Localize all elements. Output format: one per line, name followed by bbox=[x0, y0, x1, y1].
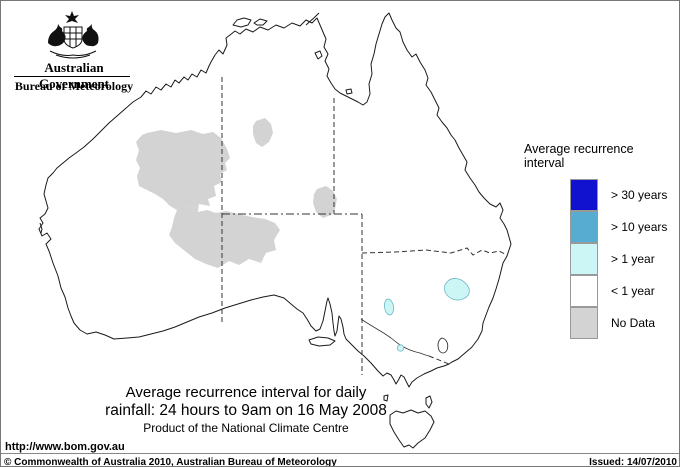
legend-label: No Data bbox=[611, 316, 656, 330]
map-title-line1: Average recurrence interval for daily bbox=[125, 384, 367, 401]
no-data-region-border-junction bbox=[313, 186, 337, 218]
legend-label: > 10 years bbox=[611, 220, 668, 234]
legend-title: Average recurrence interval bbox=[524, 142, 634, 170]
wessel-islands bbox=[305, 12, 320, 26]
legend-label: > 1 year bbox=[611, 252, 655, 266]
kangaroo-icon bbox=[48, 24, 66, 47]
map-title-block: Average recurrence interval for daily ra… bbox=[71, 384, 421, 435]
legend-row: > 1 year bbox=[524, 242, 676, 275]
gt-1yr-region-central-nsw bbox=[444, 278, 470, 301]
copyright-text: © Commonwealth of Australia 2010, Austra… bbox=[4, 457, 337, 467]
star-icon bbox=[65, 11, 79, 23]
gt-1-year-regions bbox=[384, 278, 470, 352]
legend: Average recurrence interval > 30 years >… bbox=[524, 142, 676, 339]
murray-river-border bbox=[360, 318, 430, 357]
map-title-line2: rainfall: 24 hours to 9am on 16 May 2008 bbox=[105, 401, 387, 419]
issued-date: Issued: 14/07/2010 bbox=[589, 457, 677, 467]
legend-label: < 1 year bbox=[611, 284, 655, 298]
header-divider bbox=[14, 76, 130, 77]
shield-icon bbox=[63, 26, 83, 49]
shield-pattern bbox=[64, 27, 82, 47]
kangaroo-island bbox=[308, 336, 336, 347]
bom-url: http://www.bom.gov.au bbox=[5, 441, 125, 453]
agency-title: Bureau of Meteorology bbox=[14, 79, 134, 93]
dirk-hartog-island bbox=[39, 222, 43, 234]
legend-swatch-gt30 bbox=[570, 178, 598, 211]
mornington-island bbox=[345, 88, 353, 95]
tasmania bbox=[389, 409, 435, 449]
qld-nsw-border bbox=[361, 247, 508, 256]
no-data-region-nt bbox=[253, 118, 273, 147]
legend-row: No Data bbox=[524, 306, 676, 339]
legend-label: > 30 years bbox=[611, 188, 668, 202]
cobourg-island bbox=[253, 18, 268, 26]
legend-swatch-lt1 bbox=[570, 274, 598, 307]
coat-of-arms bbox=[48, 11, 99, 59]
emu-icon bbox=[82, 24, 99, 47]
nsw-vic-border-east bbox=[428, 355, 450, 365]
legend-row: < 1 year bbox=[524, 274, 676, 307]
legend-swatch-gt10 bbox=[570, 210, 598, 243]
islands bbox=[39, 12, 435, 449]
legend-swatch-gt1 bbox=[570, 242, 598, 275]
act-outline bbox=[437, 337, 449, 354]
map-title-line3: Product of the National Climate Centre bbox=[143, 420, 349, 435]
gt-1yr-region-murray bbox=[396, 344, 405, 352]
melville-island bbox=[232, 17, 252, 28]
groote-eylandt bbox=[314, 50, 323, 60]
king-island bbox=[383, 394, 389, 402]
no-data-regions bbox=[136, 118, 337, 268]
footer-bar: © Commonwealth of Australia 2010, Austra… bbox=[1, 453, 679, 467]
no-data-region-wa-upper bbox=[136, 130, 230, 210]
state-borders bbox=[221, 77, 508, 375]
legend-row: > 30 years bbox=[524, 178, 676, 211]
australia-map bbox=[38, 11, 512, 449]
legend-row: > 10 years bbox=[524, 210, 676, 243]
scroll-base bbox=[49, 50, 97, 59]
australia-coastline bbox=[38, 12, 512, 388]
legend-swatch-nodata bbox=[570, 306, 598, 339]
gt-1yr-region-sw-nsw bbox=[384, 298, 394, 316]
no-data-region-wa-lower bbox=[169, 204, 280, 268]
flinders-island bbox=[425, 395, 433, 409]
government-title: Australian Government bbox=[38, 60, 110, 91]
